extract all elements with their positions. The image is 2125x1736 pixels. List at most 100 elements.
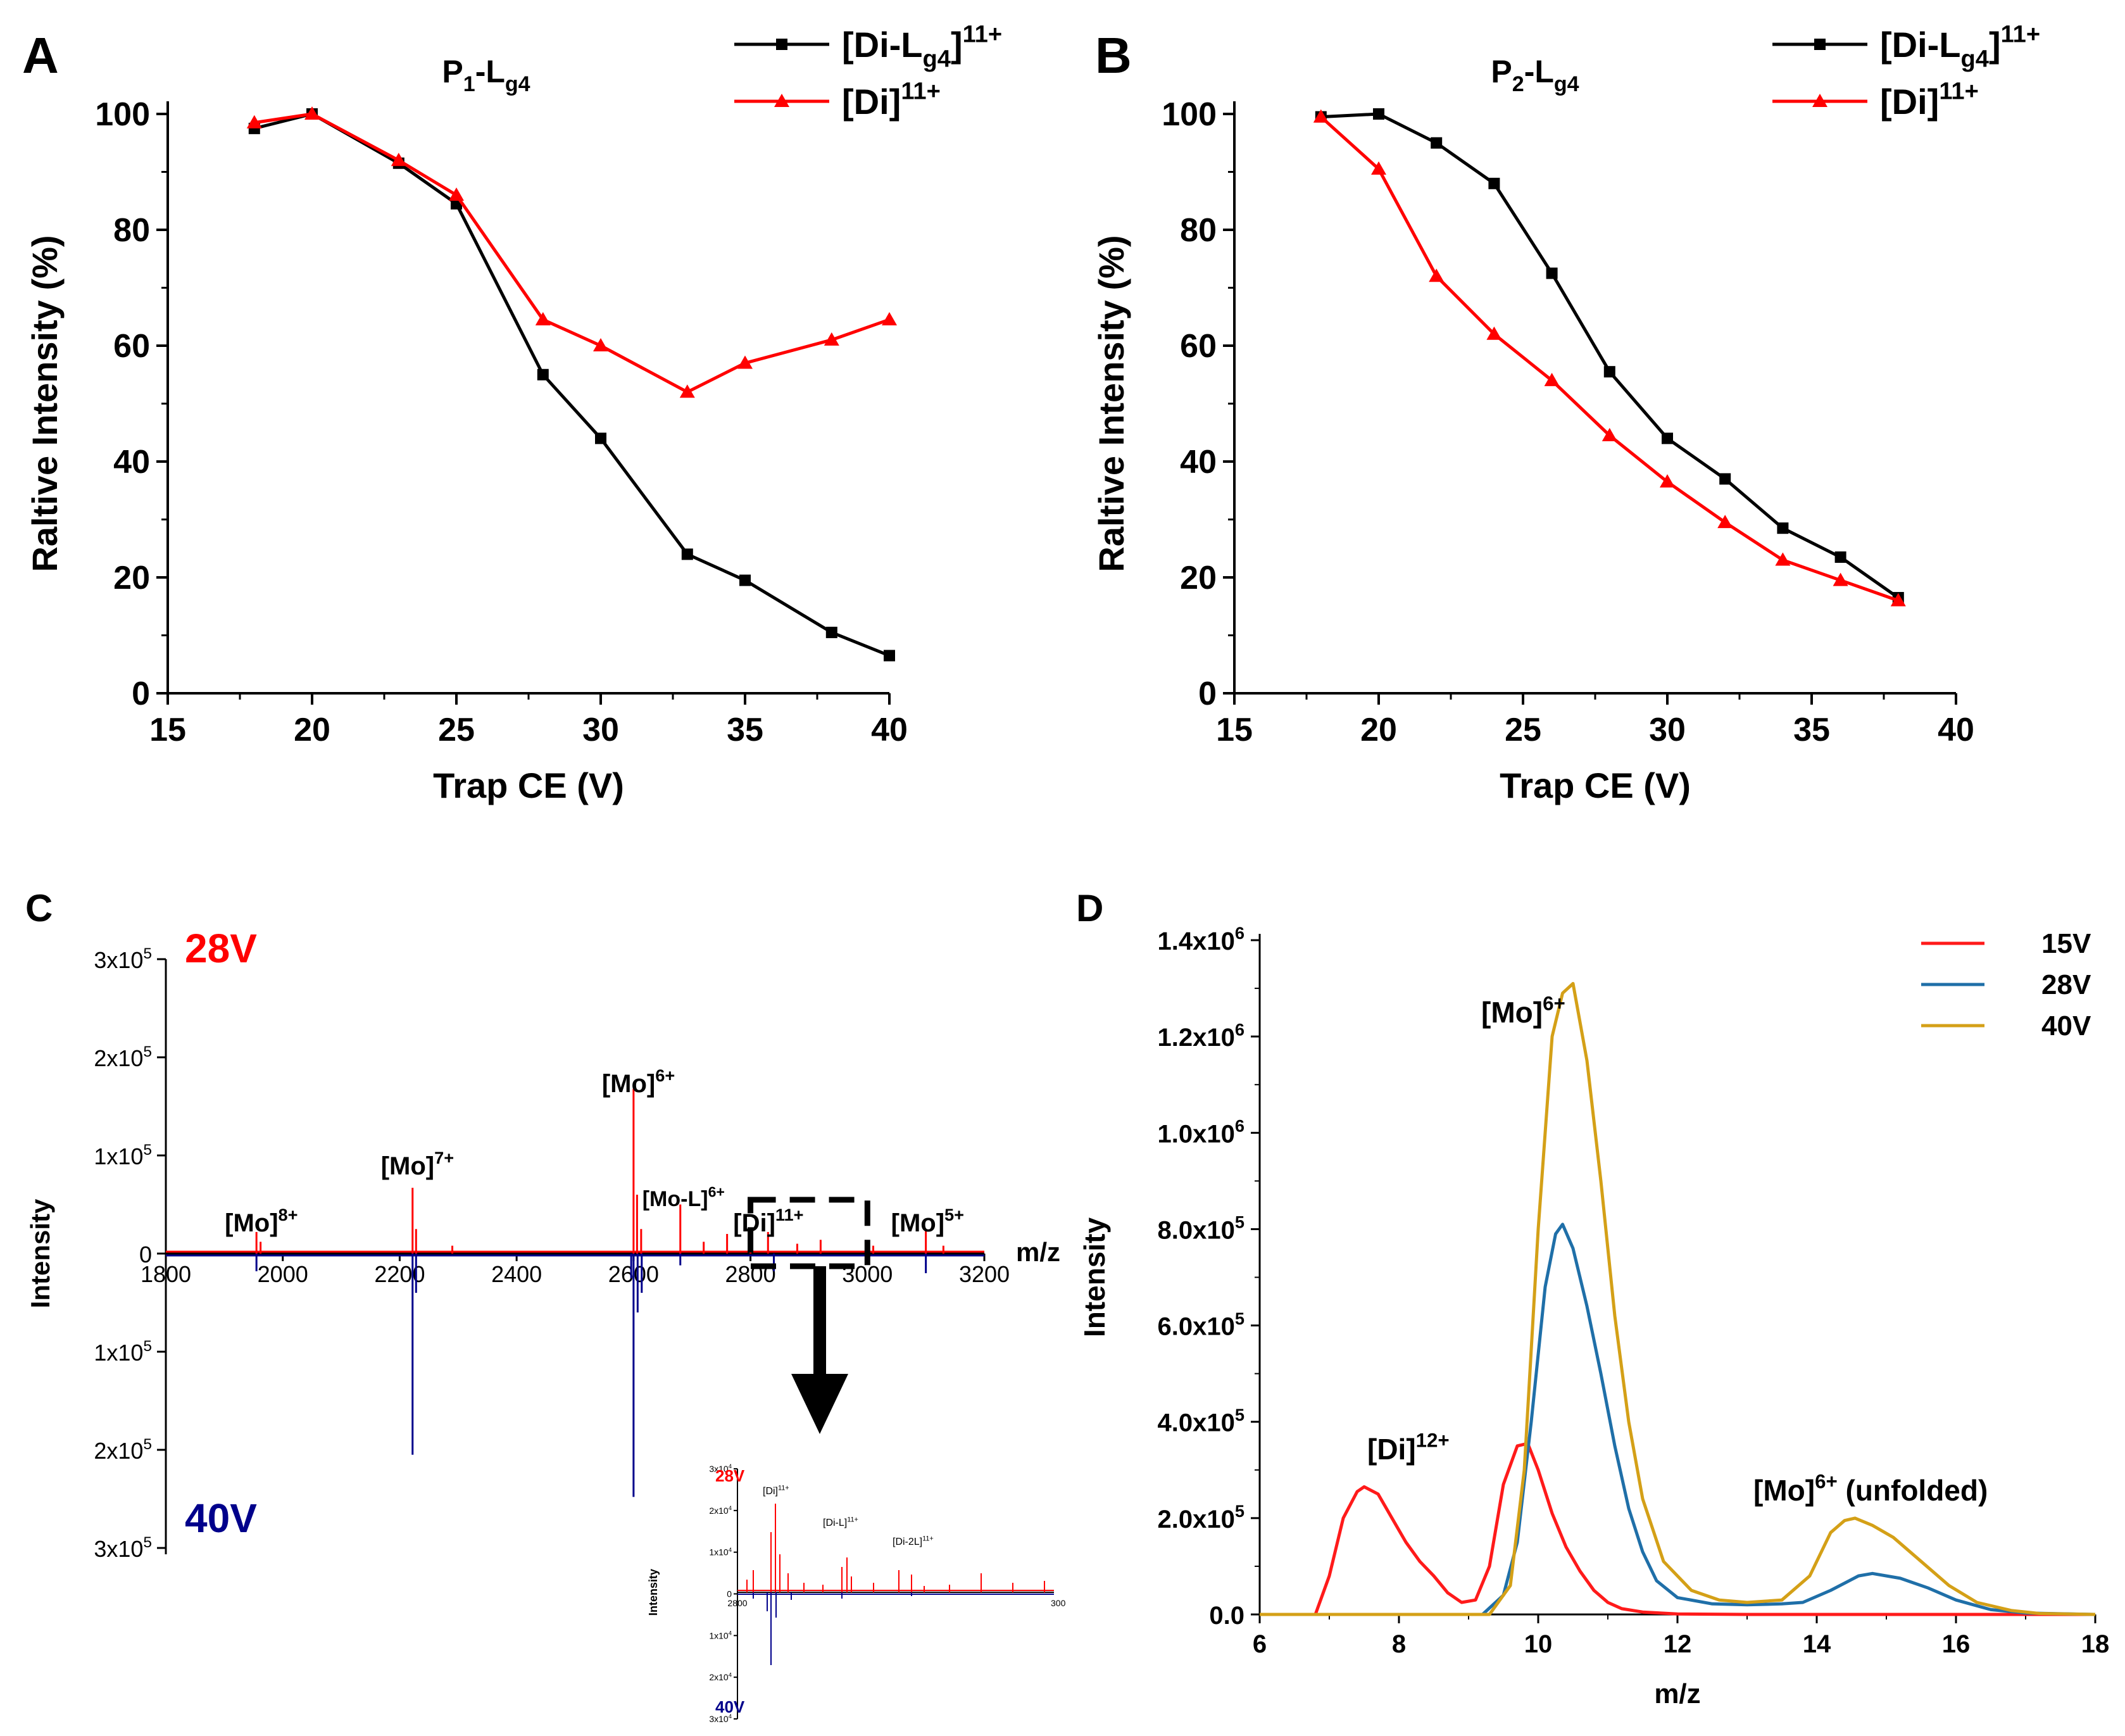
x-tick-label: 30 — [1649, 712, 1686, 748]
peak-annotation: [Mo-L]6+ — [643, 1184, 725, 1211]
inset-y-axis-label: Intensity — [647, 1569, 660, 1616]
x-tick-label: 3200 — [959, 1261, 1010, 1287]
x-tick-label: 2400 — [491, 1261, 542, 1287]
x-tick-label: 8 — [1392, 1630, 1406, 1658]
data-point — [537, 368, 549, 381]
spectrum-40v-label: 40V — [185, 1495, 257, 1541]
data-point — [391, 153, 406, 167]
peak-annotation-part: 7+ — [434, 1148, 454, 1167]
data-point — [595, 432, 606, 444]
legend-label-part: 11+ — [2001, 21, 2041, 47]
inset-annotation-part: 11+ — [922, 1535, 934, 1542]
inset-y-tick-label-part: 0 — [727, 1589, 732, 1599]
y-tick-label: 2.0x105 — [1158, 1501, 1244, 1533]
legend-label-part: 11+ — [1939, 78, 1979, 104]
data-point — [535, 311, 551, 325]
y-tick-label: 1x105 — [94, 1338, 152, 1366]
panel-label-d: D — [1076, 887, 1103, 929]
y-tick-label-part: 1.4x10 — [1158, 928, 1235, 955]
data-point — [1486, 326, 1502, 340]
chart-panel-b: 15 20 25 30 35 40 0 20 40 60 80 100 Trap CE (V) Ralti… — [1091, 21, 2040, 805]
y-axis-label: Intensity — [1078, 1217, 1111, 1338]
data-point — [1313, 109, 1329, 123]
data-point — [1660, 474, 1675, 488]
peak-annotation-part: [Di] — [733, 1209, 775, 1237]
peak-annotation: [Mo]6+ — [602, 1066, 675, 1098]
data-point — [1833, 572, 1848, 586]
inset-annotation-part: [Di] — [763, 1486, 778, 1497]
y-tick-label: 4.0x105 — [1158, 1405, 1244, 1437]
peak-annotation-part: [Mo] — [602, 1070, 655, 1098]
y-tick-label: 40 — [113, 444, 150, 481]
y-tick-label: 20 — [113, 560, 150, 596]
inset-y-tick-label-part: 3x10 — [709, 1714, 729, 1724]
y-tick-label: 60 — [1180, 328, 1217, 365]
y-tick-label-part: 5 — [143, 1534, 152, 1551]
chart-title-part: -L — [1524, 54, 1554, 89]
y-tick-label-part: 1.2x10 — [1158, 1024, 1235, 1052]
chart-title-part: 2 — [1512, 72, 1524, 96]
legend-label: [Di-Lg4]11+ — [842, 21, 1002, 72]
data-point — [825, 626, 837, 638]
y-tick-label: 1x105 — [94, 1142, 152, 1169]
x-tick-label: 15 — [149, 712, 186, 748]
data-point — [1602, 427, 1617, 441]
x-tick-label: 15 — [1216, 712, 1253, 748]
data-point — [681, 548, 693, 560]
series-line — [1260, 982, 2096, 1616]
peak-annotation-part: [Mo] — [381, 1152, 434, 1180]
y-tick-label: 100 — [1162, 96, 1217, 133]
inset-y-tick-label-part: 4 — [729, 1547, 732, 1554]
inset-x-start-label: 2800 — [727, 1598, 747, 1608]
legend-label-part: ] — [1928, 82, 1940, 122]
peak-annotation-part: [Mo] — [1753, 1474, 1815, 1507]
y-tick-label-part: 3x10 — [94, 1536, 143, 1562]
peak-annotation-part: 6+ — [708, 1184, 725, 1200]
y-tick-label-part: 5 — [143, 1043, 152, 1060]
peak-annotation: [Mo]5+ — [891, 1205, 964, 1237]
legend-marker — [1812, 94, 1827, 107]
y-tick-label: 2x105 — [94, 1436, 152, 1464]
chart-title: P2-Lg4 — [1491, 54, 1579, 96]
chart-panel-d: 0.02.0x1054.0x1056.0x1058.0x1051.0x1061.… — [1078, 923, 2109, 1709]
inset-annotation-part: [Di-2L] — [893, 1537, 922, 1547]
data-point — [884, 650, 895, 662]
inset-y-tick-label-part: 4 — [729, 1671, 732, 1678]
y-tick-label: 20 — [1180, 560, 1217, 596]
peak-annotation-part: (unfolded) — [1838, 1474, 1988, 1507]
inset-28v-label: 28V — [715, 1466, 745, 1485]
inset-y-tick-label-part: 2x10 — [709, 1506, 729, 1516]
legend-label: [Di-Lg4]11+ — [1880, 21, 2040, 72]
chart-title-part: P — [442, 54, 463, 89]
legend-label: 15V — [2041, 928, 2091, 959]
chart-title-part: P — [1491, 54, 1512, 89]
peak-annotation-part: 6+ — [1815, 1471, 1838, 1493]
legend-label: [Di]11+ — [1880, 78, 1979, 122]
data-point — [1429, 268, 1445, 282]
inset-y-tick-label: 3x104 — [709, 1463, 732, 1474]
peak-annotation: [Mo]6+ — [1481, 993, 1565, 1029]
y-tick-label-part: 6 — [1235, 1116, 1244, 1135]
x-tick-label: 6 — [1253, 1630, 1267, 1658]
y-tick-label-part: 5 — [143, 1142, 152, 1159]
peak-annotation-part: [Mo] — [891, 1209, 944, 1237]
y-tick-label-part: 6 — [1235, 1019, 1244, 1039]
peak-annotation-part: 6+ — [1543, 993, 1565, 1015]
data-point — [304, 106, 320, 120]
y-tick-label-part: 6.0x10 — [1158, 1313, 1235, 1341]
legend-label-part: [Di — [1880, 82, 1928, 122]
x-tick-label: 18 — [2081, 1630, 2110, 1658]
inset-y-tick-label-part: 4 — [729, 1463, 732, 1470]
zoom-box — [748, 1197, 870, 1269]
legend-label-part: g4 — [923, 46, 951, 73]
chart-title-part: 1 — [463, 72, 475, 96]
y-tick-label-part: 1.0x10 — [1158, 1120, 1235, 1148]
y-tick-label: 100 — [95, 96, 150, 133]
y-tick-label-part: 1x10 — [94, 1340, 143, 1366]
chart-title-part: g4 — [1554, 72, 1579, 96]
peak-annotation: [Di]11+ — [733, 1205, 803, 1237]
peak-annotation: [Mo]8+ — [225, 1205, 298, 1237]
y-tick-label: 1.0x106 — [1158, 1116, 1244, 1148]
peak-annotation-part: [Mo-L] — [643, 1187, 708, 1211]
